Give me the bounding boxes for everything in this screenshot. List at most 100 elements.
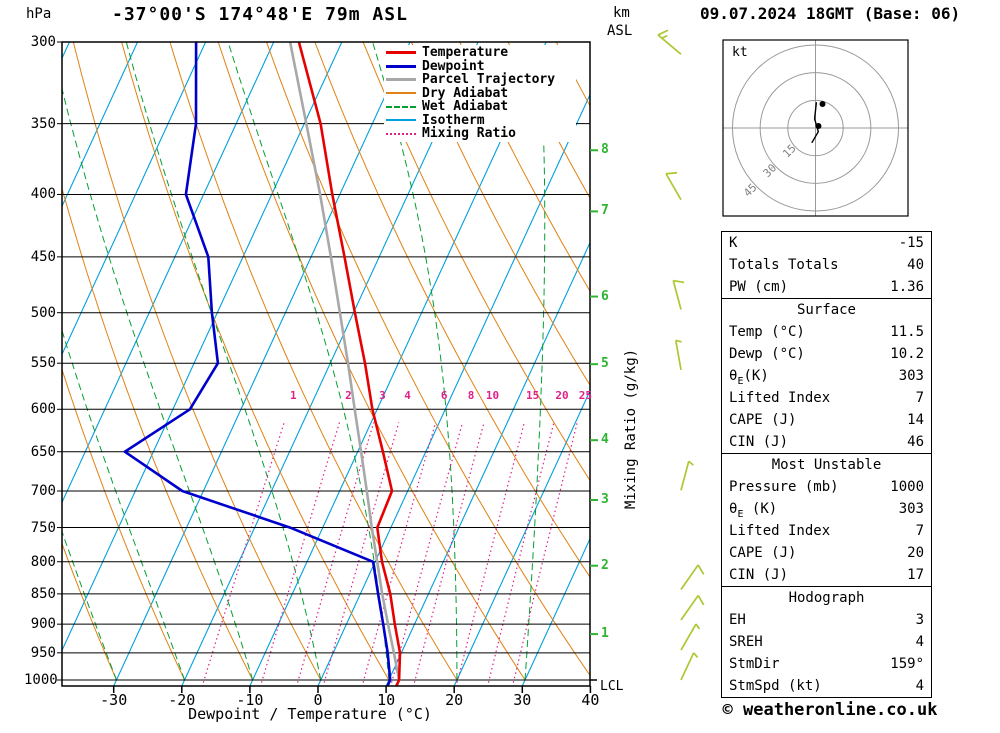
mixing-ratio-value: 3 [379, 389, 386, 402]
dewpoint-curve [123, 42, 392, 686]
stat-row: θE(K) 303 [722, 365, 931, 387]
stat-value: 4 [915, 634, 924, 650]
stat-value: 20 [907, 545, 924, 561]
stat-row: K -15 [722, 232, 931, 254]
stat-label: Lifted Index [729, 523, 831, 539]
hodograph-dot [815, 122, 822, 129]
temp-tick-label: -20 [168, 691, 196, 709]
temp-tick-label: 30 [513, 691, 532, 709]
profiles [123, 42, 402, 686]
stat-row: Lifted Index 7 [722, 387, 931, 409]
legend-line-sample [386, 119, 416, 122]
stats-section: Hodograph EH 3 SREH 4 StmDir 159° StmSpd (kt) 4 [721, 586, 932, 698]
pressure-gridlines [57, 41, 590, 681]
pressure-tick-label: 450 [30, 248, 56, 265]
mixing-ratio-value: 10 [485, 389, 500, 402]
stat-value: 14 [907, 412, 924, 428]
stat-value: 10.2 [890, 346, 924, 362]
km-tick-label: 6 [601, 288, 609, 304]
pressure-tick-label: 1000 [24, 672, 58, 688]
mixing-ratio-value: 2 [345, 389, 352, 402]
stat-row: CAPE (J) 20 [722, 542, 931, 564]
pressure-tick-label: 800 [30, 553, 56, 570]
stat-value: 46 [907, 434, 924, 450]
isotherms [62, 42, 590, 686]
temp-tick-label: -10 [236, 691, 264, 709]
stat-row: Lifted Index 7 [722, 520, 931, 542]
legend-item-label: Parcel Trajectory [422, 72, 556, 88]
stat-label: StmDir [729, 656, 780, 672]
pressure-tick-label: 600 [30, 401, 56, 418]
stat-value: 7 [915, 390, 924, 406]
stat-label: PW (cm) [729, 279, 789, 295]
stat-label: Pressure (mb) [729, 479, 839, 495]
stat-row: StmDir 159° [722, 653, 931, 675]
pressure-tick-label: 650 [30, 443, 56, 460]
legend-item-label: Temperature [422, 45, 509, 61]
stats-section-title: Most Unstable [771, 457, 882, 473]
stat-label: Totals Totals [729, 257, 839, 273]
km-tick-label: 5 [601, 356, 609, 372]
legend-item-label: Dry Adiabat [422, 85, 509, 101]
stat-value: 303 [898, 501, 924, 517]
stats-panel: K -15 Totals Totals 40 PW (cm) 1.36 Surface Tem… [721, 231, 932, 698]
altitude-unit-asl-label: ASL [607, 23, 633, 39]
stat-label: CAPE (J) [729, 545, 797, 561]
pressure-tick-label: 700 [30, 482, 56, 499]
temp-tick-label: 20 [445, 691, 464, 709]
legend-item-label: Wet Adiabat [422, 99, 509, 115]
stat-value: 3 [915, 612, 924, 628]
stats-section-title: Surface [796, 302, 856, 318]
copyright-credit: © weatheronline.co.uk [722, 700, 938, 720]
stat-label: θE (K) [729, 501, 778, 520]
stat-label: CAPE (J) [729, 412, 797, 428]
legend-item: Mixing Ratio [386, 126, 574, 141]
stats-section-title: Hodograph [788, 590, 865, 606]
stat-row: CIN (J) 46 [722, 431, 931, 453]
stats-section: K -15 Totals Totals 40 PW (cm) 1.36 [721, 231, 932, 299]
mixing-ratio-lines [202, 422, 578, 683]
parcel-trajectory-curve [288, 42, 401, 686]
km-tick-label: 3 [601, 492, 609, 507]
mixing-ratio-value: 25 [578, 389, 592, 402]
temp-tick-label: 10 [377, 691, 396, 709]
stat-value: -15 [898, 235, 924, 251]
legend-line-sample [386, 51, 416, 55]
mixing-ratio-value: 20 [555, 389, 569, 402]
stat-row: CIN (J) 17 [722, 564, 931, 586]
mixing-ratio-value: 15 [526, 389, 540, 402]
stat-row: SREH 4 [722, 631, 931, 653]
stats-section: Surface Temp (°C) 11.5 Dewp (°C) 10.2 θE(K) 30… [721, 298, 932, 454]
mixing-ratio-value: 4 [404, 389, 411, 402]
km-tick-label: 1 [601, 626, 609, 642]
mixing-ratio-axis-label: Mixing Ratio (g/kg) [623, 348, 639, 510]
pressure-unit-label: hPa [26, 6, 52, 22]
x-axis-label: Dewpoint / Temperature (°C) [188, 705, 432, 723]
stat-label: StmSpd (kt) [729, 678, 822, 694]
stat-row: Pressure (mb) 1000 [722, 476, 931, 498]
stat-value: 17 [907, 567, 924, 583]
pressure-tick-label: 350 [30, 115, 56, 132]
mixing-ratio-value: 6 [440, 389, 448, 402]
stat-label: K [729, 235, 738, 251]
stat-row: CAPE (J) 14 [722, 409, 931, 431]
hodograph-dot [819, 101, 826, 108]
km-tick-label: 4 [601, 432, 609, 448]
hodograph-ring-label: 30 [761, 161, 780, 180]
stat-label: CIN (J) [729, 434, 789, 450]
pressure-tick-label: 400 [30, 186, 56, 203]
legend-item: Dry Adiabat [386, 85, 574, 101]
stats-section: Most Unstable Pressure (mb) 1000 θE (K) 303 L… [721, 453, 932, 587]
legend-line-sample [386, 78, 416, 82]
stat-value: 1000 [890, 479, 924, 495]
legend-item-label: Isotherm [422, 112, 485, 128]
hodograph-ring-label: 15 [780, 142, 799, 161]
pressure-tick-label: 900 [30, 616, 56, 633]
mixing-ratio-value: 1 [289, 389, 297, 402]
legend-item: Parcel Trajectory [386, 72, 574, 88]
stat-value: 159° [890, 656, 924, 672]
pressure-tick-label: 300 [30, 34, 56, 50]
stat-label: EH [729, 612, 746, 628]
hodograph-ring-label: 45 [741, 181, 760, 200]
stat-value: 40 [907, 257, 924, 273]
